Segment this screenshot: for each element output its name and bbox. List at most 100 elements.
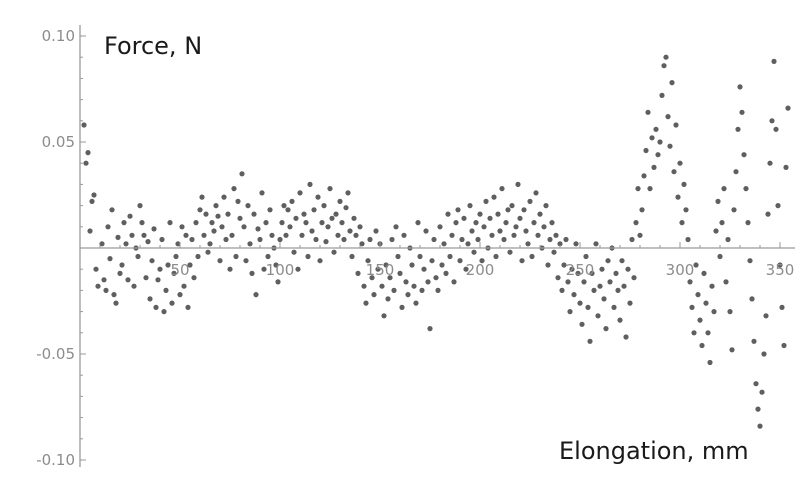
data-point xyxy=(253,292,259,298)
data-point xyxy=(701,270,707,276)
x-tick-label: 50 xyxy=(170,261,189,279)
data-point xyxy=(245,203,251,209)
data-point xyxy=(199,194,205,200)
data-point xyxy=(715,198,721,204)
data-point xyxy=(87,228,93,234)
data-point xyxy=(243,258,249,264)
data-point xyxy=(329,215,335,221)
data-point xyxy=(119,262,125,268)
data-point xyxy=(453,220,459,226)
data-point xyxy=(677,160,683,166)
data-point xyxy=(305,253,311,260)
data-point xyxy=(301,211,307,217)
data-point xyxy=(367,236,373,243)
data-point xyxy=(465,241,471,247)
data-point xyxy=(81,122,87,128)
data-point xyxy=(493,253,499,260)
data-point xyxy=(307,181,313,187)
data-point xyxy=(755,406,761,412)
data-point xyxy=(121,220,127,226)
data-point xyxy=(579,321,585,327)
data-point xyxy=(567,309,573,315)
data-point xyxy=(101,277,107,283)
data-point xyxy=(137,203,143,209)
data-point xyxy=(445,211,451,217)
data-point xyxy=(385,296,391,302)
data-point xyxy=(511,232,517,238)
x-tick-label: 150 xyxy=(366,261,395,279)
data-point xyxy=(437,224,443,230)
data-point xyxy=(433,275,439,281)
data-point xyxy=(571,292,577,298)
data-point xyxy=(689,304,695,310)
data-point xyxy=(771,58,777,64)
data-point xyxy=(107,256,113,262)
data-point xyxy=(627,300,633,306)
data-point xyxy=(171,270,177,276)
data-point xyxy=(523,228,529,234)
data-point xyxy=(591,287,597,293)
data-point xyxy=(221,194,227,200)
data-point xyxy=(423,228,429,234)
data-point xyxy=(269,232,275,238)
data-point xyxy=(309,228,315,234)
data-point xyxy=(239,171,245,177)
data-point xyxy=(209,220,215,226)
data-point xyxy=(601,296,607,302)
data-point xyxy=(765,211,771,217)
data-point xyxy=(693,262,699,268)
data-point xyxy=(773,126,779,132)
data-point xyxy=(173,253,179,260)
data-point xyxy=(297,190,303,196)
data-point xyxy=(363,300,369,306)
data-point xyxy=(281,203,287,209)
data-point xyxy=(447,253,453,260)
data-point xyxy=(211,228,217,234)
data-point xyxy=(415,220,421,226)
data-point xyxy=(369,275,375,281)
data-point xyxy=(635,186,641,192)
data-point xyxy=(703,300,709,306)
data-point xyxy=(105,224,111,230)
data-point xyxy=(581,279,587,285)
data-point xyxy=(747,258,753,264)
data-point xyxy=(397,270,403,276)
data-point xyxy=(629,236,635,243)
data-point xyxy=(389,236,395,243)
data-point xyxy=(251,211,257,217)
data-point xyxy=(411,283,417,289)
x-tick-label: 250 xyxy=(566,261,595,279)
data-point xyxy=(529,253,535,260)
data-point xyxy=(659,92,665,98)
data-point xyxy=(647,186,653,192)
data-point xyxy=(663,54,669,60)
data-point xyxy=(739,109,745,115)
data-point xyxy=(767,160,773,166)
data-point xyxy=(737,84,743,90)
data-point xyxy=(577,300,583,306)
data-point xyxy=(709,283,715,289)
data-point xyxy=(585,304,591,310)
data-point xyxy=(143,275,149,281)
data-point xyxy=(545,262,551,268)
data-point xyxy=(761,351,767,357)
data-point xyxy=(419,287,425,293)
data-point xyxy=(299,232,305,238)
data-point xyxy=(349,253,355,260)
data-point xyxy=(645,109,651,115)
data-point xyxy=(159,236,165,243)
data-point xyxy=(201,232,207,238)
data-point xyxy=(731,207,737,213)
data-point xyxy=(735,126,741,132)
data-point xyxy=(267,207,273,213)
data-point xyxy=(745,220,751,226)
data-point xyxy=(525,241,531,247)
data-point xyxy=(661,63,667,69)
data-point xyxy=(439,262,445,268)
data-point xyxy=(163,287,169,293)
x-axis-title: Elongation, mm xyxy=(559,437,749,465)
y-tick-label: -0.05 xyxy=(36,345,75,363)
data-point xyxy=(333,211,339,217)
data-point xyxy=(775,203,781,209)
